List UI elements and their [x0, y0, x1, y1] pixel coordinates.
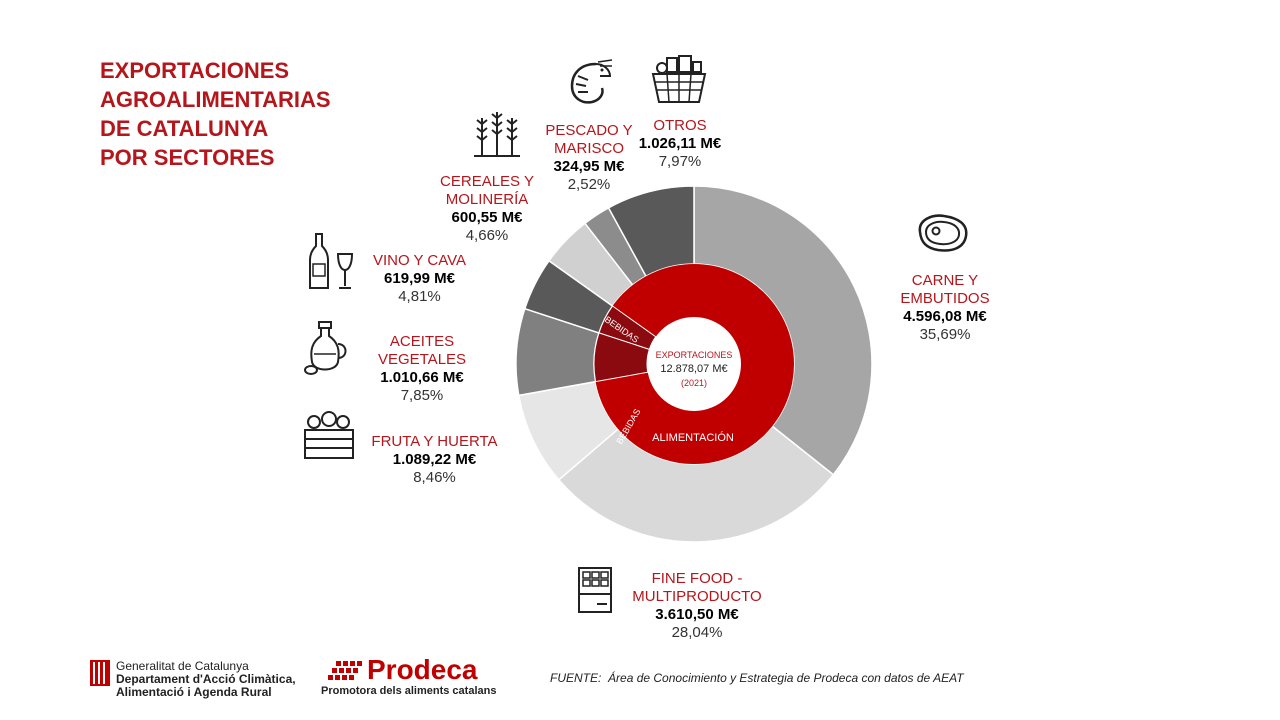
center-label-total: 12.878,07 M€ [660, 363, 727, 375]
label-otros: OTROS 1.026,11 M€ 7,97% [638, 117, 722, 170]
label-vino: VINO Y CAVA 619,99 M€ 4,81% [372, 252, 467, 305]
prodeca-name: Prodeca [367, 654, 478, 685]
source-label: FUENTE: [550, 671, 602, 685]
generalitat-text: Generalitat de Catalunya Departament d'A… [116, 659, 296, 699]
wheat-icon [474, 112, 520, 157]
generalitat-logo [90, 660, 110, 686]
center-label-title: EXPORTACIONES [656, 350, 733, 360]
label-pescado: PESCADO Y MARISCO 324,95 M€ 2,52% [545, 122, 633, 193]
basket-icon [651, 55, 707, 103]
shrimp-icon [570, 59, 613, 104]
vegetable-crate-icon [304, 411, 354, 459]
label-fruta: FRUTA Y HUERTA 1.089,22 M€ 8,46% [371, 433, 498, 486]
inner-label-alimentacion: ALIMENTACIÓN [652, 431, 734, 444]
center-label-year: (2021) [681, 378, 707, 388]
page-title: EXPORTACIONES AGROALIMENTARIAS DE CATALU… [100, 58, 331, 170]
wine-icon [309, 233, 354, 289]
label-aceites: ACEITES VEGETALES 1.010,66 M€ 7,85% [377, 333, 467, 404]
label-fine-food: FINE FOOD - MULTIPRODUCTO 3.610,50 M€ 28… [632, 570, 762, 641]
source-note: FUENTE: Área de Conocimiento y Estrategi… [550, 671, 964, 685]
prodeca-dots-logo [328, 661, 362, 680]
meat-icon [918, 214, 968, 252]
label-cereales: CEREALES Y MOLINERÍA 600,55 M€ 4,66% [440, 173, 534, 244]
chart-center-hole [647, 317, 741, 411]
label-carne: CARNE Y EMBUTIDOS 4.596,08 M€ 35,69% [900, 272, 990, 343]
chocolate-icon [578, 567, 612, 613]
prodeca-tagline: Promotora dels aliments catalans [321, 685, 497, 697]
source-text: Área de Conocimiento y Estrategia de Pro… [608, 671, 964, 685]
oil-bottle-icon [304, 321, 347, 375]
